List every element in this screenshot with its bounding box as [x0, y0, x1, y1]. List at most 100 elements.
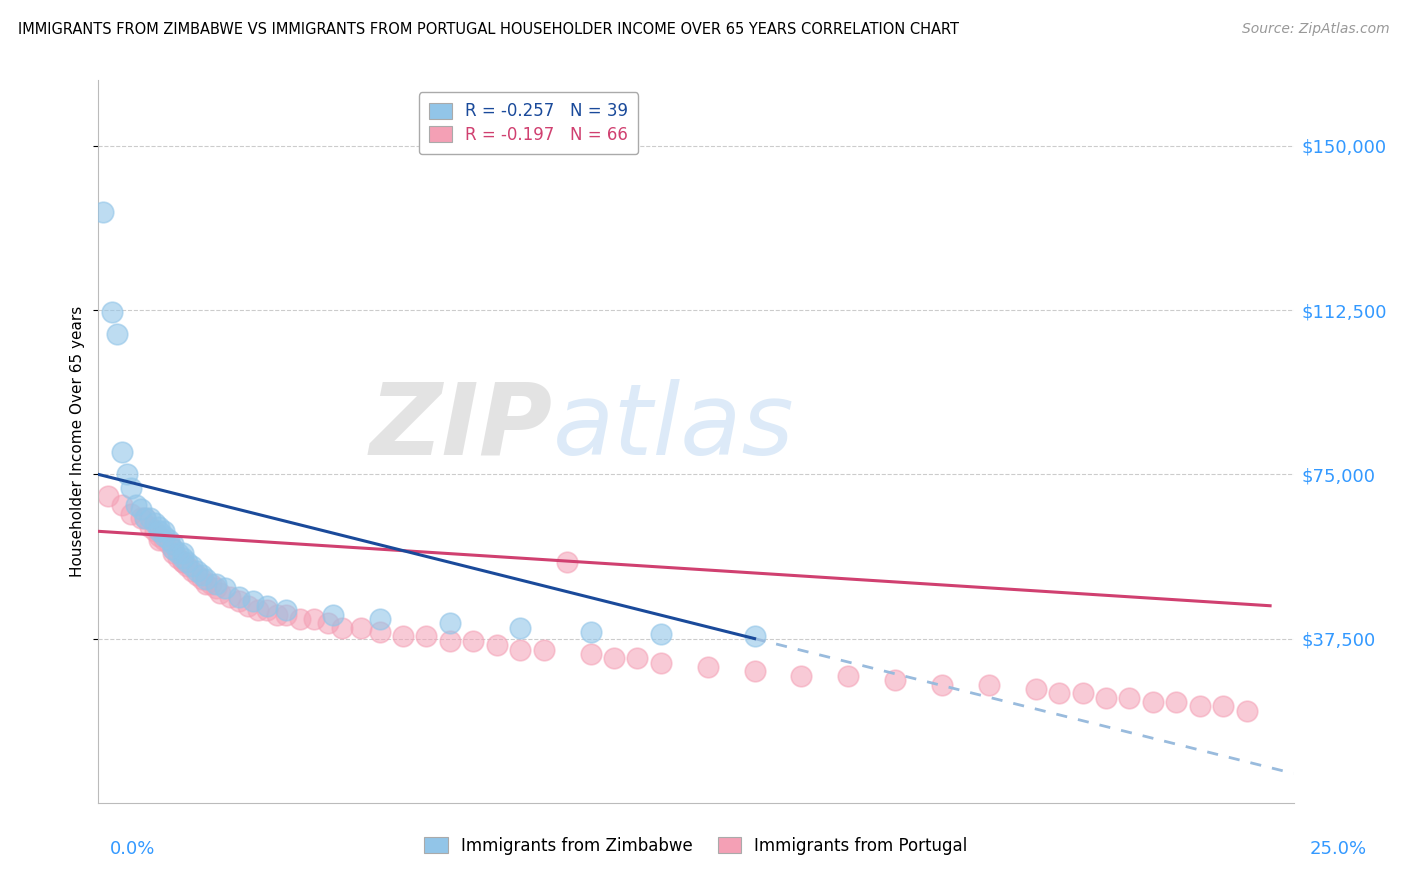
- Point: [1025, 681, 1047, 696]
- Point: [172, 550, 194, 565]
- Text: atlas: atlas: [553, 378, 794, 475]
- Point: [195, 577, 218, 591]
- Point: [322, 607, 344, 622]
- Point: [485, 638, 508, 652]
- Point: [157, 533, 180, 547]
- Point: [1118, 690, 1140, 705]
- Point: [190, 573, 212, 587]
- Legend: Immigrants from Zimbabwe, Immigrants from Portugal: Immigrants from Zimbabwe, Immigrants fro…: [416, 829, 976, 863]
- Point: [204, 581, 226, 595]
- Point: [176, 559, 198, 574]
- Point: [101, 305, 124, 319]
- Point: [105, 327, 128, 342]
- Point: [463, 633, 485, 648]
- Point: [181, 564, 204, 578]
- Point: [153, 533, 176, 547]
- Text: ZIP: ZIP: [370, 378, 553, 475]
- Point: [1212, 699, 1234, 714]
- Point: [190, 568, 212, 582]
- Point: [1047, 686, 1070, 700]
- Point: [167, 550, 190, 565]
- Point: [162, 537, 184, 551]
- Point: [129, 511, 152, 525]
- Point: [579, 625, 602, 640]
- Text: Source: ZipAtlas.com: Source: ZipAtlas.com: [1241, 22, 1389, 37]
- Point: [579, 647, 602, 661]
- Point: [134, 511, 156, 525]
- Point: [266, 607, 288, 622]
- Point: [256, 599, 278, 613]
- Point: [228, 590, 250, 604]
- Point: [1095, 690, 1118, 705]
- Point: [650, 627, 672, 641]
- Point: [603, 651, 626, 665]
- Point: [111, 445, 134, 459]
- Point: [204, 577, 226, 591]
- Point: [97, 489, 120, 503]
- Point: [143, 516, 166, 530]
- Point: [555, 555, 578, 569]
- Point: [302, 612, 325, 626]
- Text: 25.0%: 25.0%: [1309, 840, 1367, 858]
- Point: [509, 642, 531, 657]
- Point: [195, 573, 218, 587]
- Y-axis label: Householder Income Over 65 years: Householder Income Over 65 years: [70, 306, 86, 577]
- Point: [167, 546, 190, 560]
- Point: [115, 467, 138, 482]
- Point: [509, 621, 531, 635]
- Point: [242, 594, 264, 608]
- Point: [181, 559, 204, 574]
- Point: [125, 498, 148, 512]
- Point: [186, 568, 208, 582]
- Point: [316, 616, 339, 631]
- Point: [884, 673, 907, 688]
- Point: [91, 204, 114, 219]
- Point: [1166, 695, 1188, 709]
- Point: [439, 633, 461, 648]
- Point: [274, 603, 297, 617]
- Point: [139, 520, 162, 534]
- Point: [111, 498, 134, 512]
- Point: [1188, 699, 1211, 714]
- Point: [209, 585, 232, 599]
- Point: [744, 665, 766, 679]
- Point: [1236, 704, 1258, 718]
- Point: [176, 555, 198, 569]
- Point: [157, 537, 180, 551]
- Point: [120, 507, 142, 521]
- Point: [148, 524, 170, 539]
- Point: [129, 502, 152, 516]
- Text: 0.0%: 0.0%: [110, 840, 155, 858]
- Point: [626, 651, 648, 665]
- Point: [533, 642, 555, 657]
- Point: [256, 603, 278, 617]
- Point: [368, 625, 391, 640]
- Point: [172, 555, 194, 569]
- Point: [696, 660, 718, 674]
- Point: [228, 594, 250, 608]
- Point: [650, 656, 672, 670]
- Point: [172, 555, 194, 569]
- Point: [246, 603, 269, 617]
- Point: [977, 677, 1000, 691]
- Point: [744, 629, 766, 643]
- Point: [186, 564, 208, 578]
- Point: [790, 669, 813, 683]
- Point: [172, 546, 194, 560]
- Point: [139, 511, 162, 525]
- Point: [837, 669, 859, 683]
- Point: [392, 629, 415, 643]
- Point: [120, 481, 142, 495]
- Point: [330, 621, 353, 635]
- Point: [162, 546, 184, 560]
- Point: [288, 612, 311, 626]
- Point: [274, 607, 297, 622]
- Point: [1142, 695, 1164, 709]
- Point: [439, 616, 461, 631]
- Point: [1071, 686, 1094, 700]
- Point: [148, 533, 170, 547]
- Point: [143, 524, 166, 539]
- Point: [134, 511, 156, 525]
- Point: [148, 529, 170, 543]
- Point: [931, 677, 953, 691]
